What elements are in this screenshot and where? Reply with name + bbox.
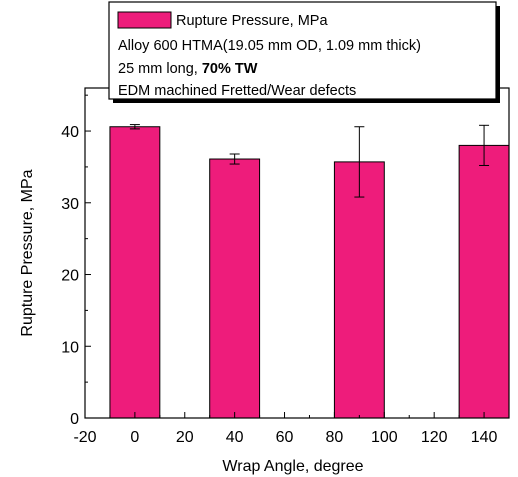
x-ticks: -20 0 20 40 60 80 100 120 140 xyxy=(73,412,498,446)
bar xyxy=(209,158,261,419)
x-axis-title: Wrap Angle, degree xyxy=(222,458,363,475)
x-tick-label: 120 xyxy=(421,429,448,446)
legend-swatch xyxy=(117,11,172,29)
legend-series-label: Rupture Pressure, MPa xyxy=(176,13,328,29)
x-tick-label: 60 xyxy=(276,429,294,446)
legend-line-2-bold: 70% TW xyxy=(202,61,258,77)
x-tick-label: 80 xyxy=(326,429,344,446)
y-tick-label: 20 xyxy=(61,268,79,285)
bars-layer xyxy=(109,126,510,419)
x-tick-label: 40 xyxy=(226,429,244,446)
y-ticks: 0 10 20 30 40 xyxy=(61,94,91,428)
legend-box xyxy=(108,1,497,100)
y-tick-label: 40 xyxy=(61,124,79,141)
legend-line-2: 25 mm long, 70% TW xyxy=(118,61,258,77)
legend-line-1: Alloy 600 HTMA(19.05 mm OD, 1.09 mm thic… xyxy=(118,38,421,54)
bar xyxy=(109,126,161,419)
x-tick-label: 100 xyxy=(371,429,398,446)
y-tick-label: 10 xyxy=(61,339,79,356)
legend-line-2-text: 25 mm long, xyxy=(118,61,202,77)
x-tick-label: 0 xyxy=(130,429,139,446)
bar xyxy=(458,144,510,419)
legend: Rupture Pressure, MPa Alloy 600 HTMA(19.… xyxy=(108,1,500,103)
x-tick-label: 20 xyxy=(176,429,194,446)
y-tick-label: 30 xyxy=(61,196,79,213)
errorbars-layer xyxy=(129,124,490,198)
bar xyxy=(333,161,385,419)
x-tick-label: 140 xyxy=(471,429,498,446)
y-axis-title: Rupture Pressure, MPa xyxy=(19,169,36,336)
legend-line-3: EDM machined Fretted/Wear defects xyxy=(118,83,356,99)
y-tick-label: 0 xyxy=(70,411,79,428)
x-tick-label: -20 xyxy=(73,429,96,446)
